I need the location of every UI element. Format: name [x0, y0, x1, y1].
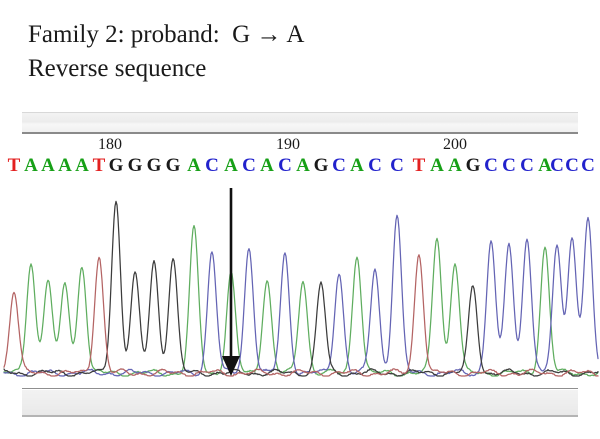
basecall-letter: C [368, 155, 382, 176]
basecall-letter: C [484, 155, 498, 176]
basecall-letter: C [278, 155, 292, 176]
basecall-letter: A [187, 155, 201, 176]
basecall-letter: A [58, 155, 72, 176]
axis-tick-190: 190 [276, 136, 300, 153]
basecall-letter: A [448, 155, 462, 176]
axis-tick-180: 180 [98, 136, 122, 153]
basecall-letter: C [550, 155, 564, 176]
basecall-letter: G [465, 155, 481, 176]
basecall-letter: A [224, 155, 238, 176]
basecall-letter: A [260, 155, 274, 176]
figure-title-block: Family 2: proband: G → A Reverse sequenc… [28, 18, 548, 86]
basecall-letter: C [242, 155, 256, 176]
basecall-letter: A [538, 155, 552, 176]
basecall-letter: G [146, 155, 162, 176]
axis-tick-200: 200 [443, 136, 467, 153]
basecall-letter: C [390, 155, 404, 176]
basecall-letter: T [7, 155, 21, 176]
basecall-letter: A [41, 155, 55, 176]
basecall-letter: T [412, 155, 426, 176]
trace-channel-C [3, 214, 599, 377]
basecall-letter: A [296, 155, 310, 176]
axis-tick-row: 180 190 200 [0, 136, 600, 156]
basecall-letter: C [205, 155, 219, 176]
trace-channel-T [3, 254, 599, 377]
basecall-letter: A [430, 155, 444, 176]
trace-plot [3, 200, 599, 377]
basecall-letter: G [108, 155, 124, 176]
basecall-letter: G [127, 155, 143, 176]
title-line-mutation: Family 2: proband: G → A [28, 21, 305, 48]
basecall-letter: G [313, 155, 329, 176]
panel-header-rule [22, 132, 578, 134]
basecall-letter: C [581, 155, 595, 176]
basecall-letter: C [565, 155, 579, 176]
basecall-letter: C [332, 155, 346, 176]
panel-baseline-rule [22, 388, 578, 389]
basecall-letter: A [24, 155, 38, 176]
basecall-letter: C [502, 155, 516, 176]
basecall-letter: A [75, 155, 89, 176]
basecall-letter: G [165, 155, 181, 176]
trace-channel-A [3, 224, 599, 377]
basecall-letter: A [350, 155, 364, 176]
panel-footer-rule [22, 415, 578, 417]
panel-footer-bar [22, 390, 578, 416]
basecall-letter: C [520, 155, 534, 176]
panel-header-bar [22, 112, 578, 133]
title-line-strand: Reverse sequence [28, 55, 207, 82]
basecall-letter: T [92, 155, 106, 176]
